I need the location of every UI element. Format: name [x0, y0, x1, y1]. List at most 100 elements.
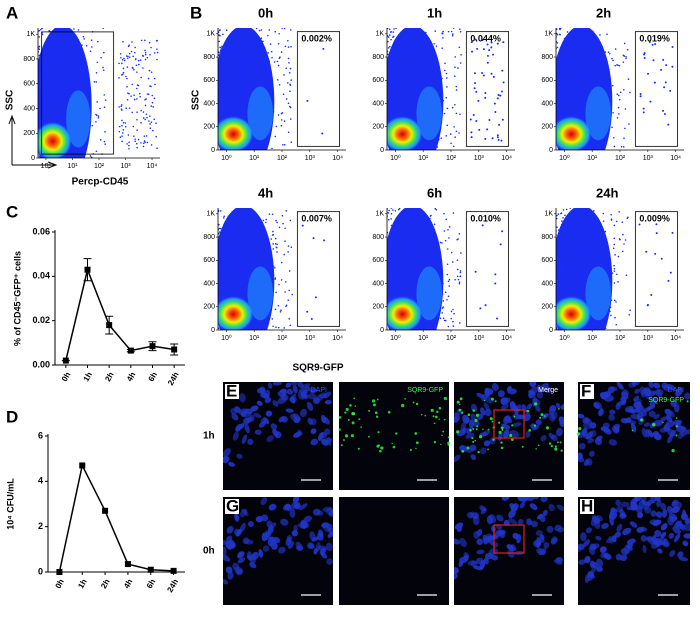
event — [568, 32, 570, 35]
event — [496, 42, 499, 45]
y-tick-label: 600 — [203, 77, 215, 84]
event — [140, 142, 142, 144]
nucleus — [555, 557, 563, 563]
event — [581, 283, 583, 286]
event — [431, 145, 434, 148]
event — [393, 82, 396, 85]
event — [149, 115, 151, 117]
event — [267, 52, 269, 54]
event — [415, 258, 418, 261]
event — [408, 283, 411, 286]
event — [145, 135, 148, 137]
event — [557, 280, 559, 283]
event — [396, 68, 399, 70]
event — [444, 239, 447, 242]
nucleus — [592, 561, 599, 569]
event — [284, 281, 287, 283]
event — [278, 283, 280, 286]
event — [67, 80, 70, 83]
event — [556, 214, 558, 217]
event — [274, 308, 277, 311]
inset-label: SQR9-GFP — [648, 397, 684, 404]
event — [253, 252, 256, 255]
nucleus — [223, 540, 228, 546]
event — [584, 281, 586, 284]
event — [44, 95, 47, 97]
event — [408, 82, 411, 85]
event — [587, 83, 590, 86]
event — [122, 67, 125, 70]
event — [398, 80, 400, 82]
event — [220, 100, 223, 103]
x-tick-label: 0h — [60, 370, 73, 383]
event — [452, 261, 454, 263]
event — [231, 80, 233, 83]
nucleus — [587, 570, 595, 578]
event — [123, 59, 126, 62]
event — [123, 57, 125, 60]
nucleus — [652, 519, 662, 526]
event — [150, 105, 153, 107]
y-tick-label: 0 — [211, 327, 215, 334]
event — [579, 272, 581, 275]
nucleus — [601, 523, 609, 530]
event — [390, 213, 393, 215]
event — [450, 310, 453, 313]
nucleus — [280, 393, 289, 401]
event — [121, 74, 123, 76]
event — [425, 31, 427, 34]
nucleus — [578, 559, 586, 565]
event — [38, 66, 41, 69]
nucleus — [317, 432, 324, 441]
event — [404, 270, 407, 272]
gfp-signal — [534, 402, 538, 406]
event — [410, 109, 413, 111]
event — [404, 246, 407, 249]
x-tick-label: 10² — [277, 155, 288, 162]
event — [74, 63, 77, 66]
gfp-signal — [395, 432, 398, 435]
nucleus — [517, 518, 524, 525]
event — [126, 143, 128, 145]
event — [272, 230, 274, 233]
event — [226, 90, 229, 93]
event — [615, 220, 618, 223]
event — [414, 90, 417, 92]
nucleus — [615, 499, 621, 507]
event — [222, 48, 224, 50]
nucleus — [322, 506, 333, 512]
event — [562, 99, 564, 102]
nucleus — [639, 386, 646, 395]
event — [560, 223, 563, 226]
event — [126, 98, 129, 101]
nucleus — [616, 382, 624, 390]
event — [228, 225, 231, 228]
nuclei — [578, 497, 690, 584]
event — [565, 49, 567, 52]
event — [278, 32, 280, 35]
event — [232, 91, 235, 94]
event — [643, 53, 646, 56]
event — [575, 88, 577, 91]
event — [428, 72, 431, 75]
event — [128, 107, 131, 109]
event — [484, 91, 487, 94]
nucleus — [610, 386, 618, 391]
event — [275, 125, 278, 128]
event — [411, 214, 413, 217]
event — [43, 65, 46, 68]
event — [268, 266, 270, 269]
gfp-signal — [498, 421, 501, 424]
event — [490, 46, 493, 49]
gfp-signal — [556, 441, 559, 444]
nucleus — [280, 518, 289, 526]
y-tick-label: 0.06 — [32, 226, 50, 236]
event — [450, 142, 452, 145]
event — [392, 35, 395, 38]
event — [579, 104, 582, 107]
y-tick-label: 800 — [541, 54, 553, 61]
event — [387, 212, 390, 214]
event — [50, 57, 52, 59]
event — [614, 48, 617, 50]
nucleus — [507, 543, 515, 552]
